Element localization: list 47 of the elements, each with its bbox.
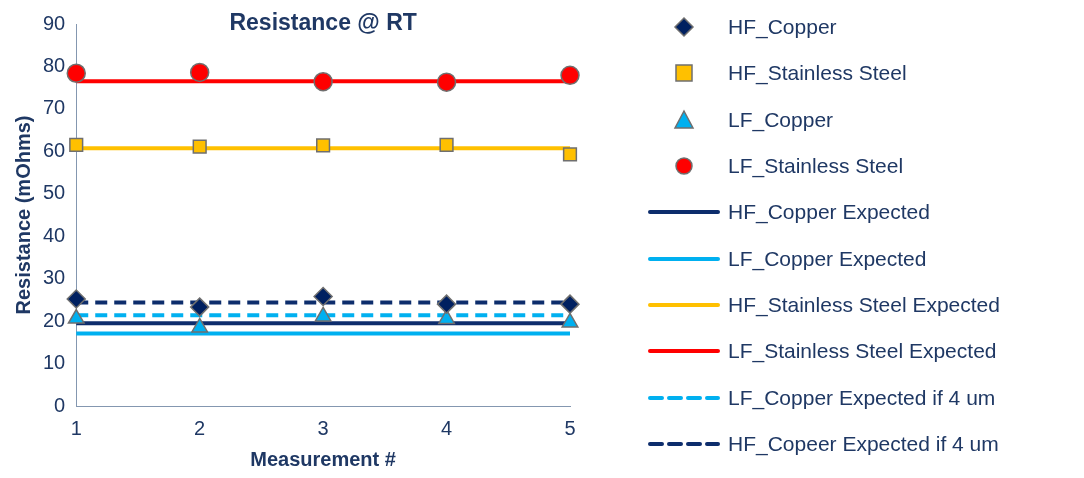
point	[66, 63, 86, 83]
y-tick-label: 60	[43, 138, 66, 161]
point	[314, 306, 332, 322]
point	[439, 137, 454, 153]
x-tick-label: 5	[564, 416, 576, 439]
x-tick-label: 3	[317, 416, 329, 439]
x-axis-title: Measurement #	[250, 447, 396, 470]
y-tick-label: 10	[43, 351, 66, 374]
legend-label: LF_Stainless Steel Expected	[728, 339, 997, 364]
point	[313, 286, 333, 307]
x-tick-label: 4	[441, 416, 453, 439]
point	[69, 137, 84, 153]
legend-label: LF_Copper	[728, 107, 834, 132]
point	[560, 65, 580, 86]
point	[562, 147, 578, 162]
y-tick-label: 80	[43, 53, 66, 76]
legend-label: HF_Copeer Expected if 4 um	[728, 431, 999, 456]
legend-label: HF_Stainless Steel Expected	[728, 292, 1000, 317]
point	[316, 138, 331, 153]
point	[436, 294, 457, 314]
y-tick-label: 90	[43, 11, 66, 34]
legend-label: HF_Stainless Steel	[728, 61, 907, 86]
point	[561, 312, 579, 328]
point	[313, 71, 333, 92]
point	[189, 297, 210, 317]
legend-label: LF_Copper Expected	[728, 246, 927, 271]
point	[192, 139, 207, 154]
y-tick-label: 50	[43, 181, 66, 204]
point	[560, 294, 580, 314]
point	[66, 289, 86, 309]
y-tick-label: 40	[43, 223, 66, 246]
y-tick-label: 30	[43, 266, 66, 289]
legend-label: HF_Copper Expected	[728, 200, 930, 225]
y-tick-label: 70	[43, 96, 66, 119]
legend-label: LF_Stainless Steel	[728, 154, 904, 179]
y-tick-label: 20	[43, 308, 66, 331]
x-tick-label: 2	[194, 416, 206, 439]
y-axis-title: Resistance (mOhms)	[11, 115, 34, 315]
point	[436, 72, 457, 92]
point	[191, 317, 209, 333]
chart-title: Resistance @ RT	[229, 9, 417, 36]
point	[189, 62, 210, 83]
x-tick-label: 1	[70, 416, 82, 439]
legend-label: HF_Copper	[728, 15, 837, 40]
point	[67, 308, 85, 324]
y-tick-label: 0	[54, 393, 66, 416]
legend-label: LF_Copper Expected if 4 um	[728, 385, 996, 410]
